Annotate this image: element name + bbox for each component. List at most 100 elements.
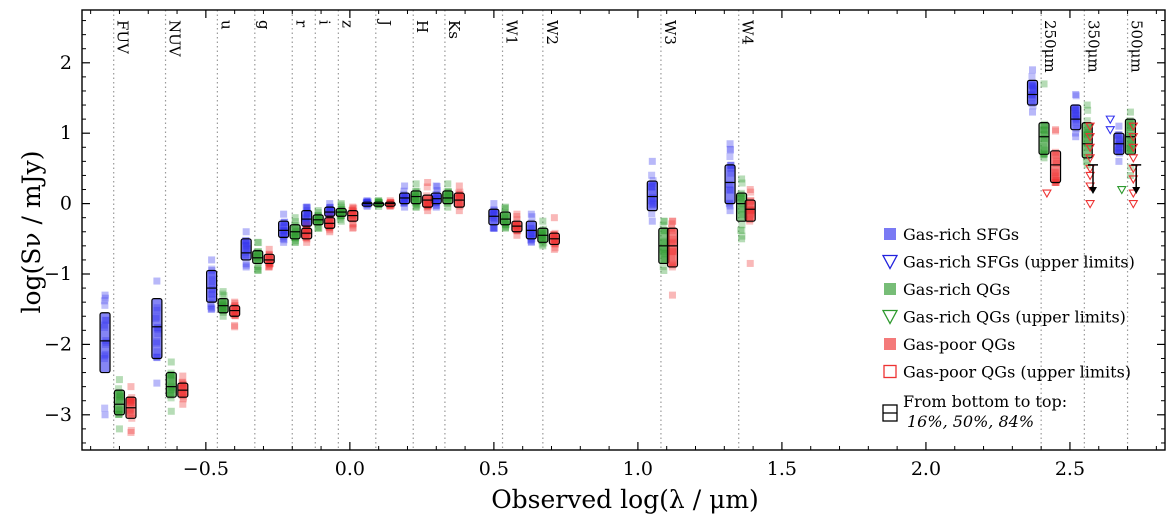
sample-point-s1-p4-10: [291, 218, 299, 226]
sample-point-s0-p3-5: [242, 260, 250, 268]
legend-marker-4: [884, 338, 896, 350]
sample-point-s1-p11-3: [538, 240, 546, 248]
legend-label-4: Gas-poor QGs: [903, 335, 1015, 354]
upper-limit-1-0: [1116, 185, 1127, 195]
box-s2-p3: [263, 253, 275, 265]
x-axis-title: Observed log(λ / μm): [491, 485, 759, 514]
sample-point-s1-p5-0: [314, 223, 322, 231]
sample-point-s0-p14-12: [1028, 72, 1036, 80]
sample-min-s2-p8: [424, 207, 432, 215]
sample-point-s1-p8-8: [412, 203, 420, 211]
sample-min-s1-p5: [314, 224, 322, 232]
sample-max-s0-p15: [1072, 90, 1080, 98]
upper-limit-4-1: [1128, 133, 1139, 142]
upper-limit-4-0: [1128, 122, 1139, 132]
sample-max-s1-p1: [167, 358, 175, 366]
sample-min-s0-p13: [726, 207, 734, 215]
sample-point-s0-p10-4: [490, 223, 498, 231]
sample-max-s0-p2: [208, 256, 216, 264]
sample-min-s2-p10: [513, 231, 521, 239]
upper-limit-4-6: [1128, 189, 1139, 199]
sample-point-s0-p0-2: [102, 294, 110, 302]
sample-point-s0-p2-2: [208, 304, 216, 312]
band-label-1: NUV: [166, 20, 184, 58]
box-s2-p13: [744, 199, 756, 222]
y-tick-label-3: 0: [60, 193, 72, 215]
upper-limit-4-3: [1128, 154, 1139, 163]
sample-point-s0-p9-13: [433, 201, 441, 209]
upper-limit-0-1: [1105, 126, 1116, 135]
sample-min-s1-p3: [254, 266, 262, 274]
band-label-8: H: [413, 20, 431, 33]
sample-max-s1-p14: [1040, 80, 1048, 88]
sample-max-s0-p0: [101, 291, 109, 299]
sample-point-s0-p11-12: [527, 238, 535, 246]
band-labels: FUV NUV u g r i z J H Ks W1 W2 W3 W4 250μm 350μm 500μm: [114, 18, 1146, 73]
x-tick-label-3: 1.0: [623, 458, 653, 480]
upper-limit-4-7: [1128, 200, 1139, 209]
sample-point-s0-p2-10: [207, 305, 215, 313]
legend-box-note-line2: 16%, 50%, 84%: [907, 412, 1034, 431]
sample-point-s0-p13-9: [726, 153, 734, 161]
sample-point-s2-p10-0: [513, 213, 521, 221]
band-label-15: 350μm: [1084, 20, 1102, 73]
box-s2-p14: [1049, 150, 1062, 184]
sample-point-s1-p8-2: [413, 201, 421, 209]
sample-point-s0-p11-9: [527, 236, 535, 244]
sample-point-s2-p3-10: [266, 261, 274, 269]
sample-max-s1-p0: [115, 376, 123, 384]
sample-point-s1-p4-12: [291, 238, 299, 246]
sample-point-s0-p15-6: [1072, 92, 1080, 100]
sample-max-s1-p16: [1126, 108, 1134, 116]
sample-max-s0-p13: [726, 140, 734, 148]
sample-point-s2-p3-13: [265, 262, 273, 270]
box-s1-p9: [442, 190, 454, 205]
sample-point-s0-p10-1: [489, 224, 497, 232]
sample-min-s0-p10: [490, 224, 498, 232]
sample-point-s2-p6-10: [349, 221, 357, 229]
sample-point-s2-p6-9: [349, 220, 357, 228]
sample-point-s2-p6-12: [349, 223, 357, 231]
legend-label-0: Gas-rich SFGs: [903, 225, 1019, 244]
sample-max-s1-p3: [254, 238, 262, 246]
sample-max-s2-p9: [455, 182, 463, 190]
upper-limit-4-2: [1128, 143, 1139, 153]
sample-point-s2-p12-13: [668, 220, 676, 228]
band-label-16: 500μm: [1128, 20, 1146, 73]
sample-max-s2-p12: [668, 217, 676, 225]
sample-point-s1-p6-2: [337, 201, 345, 209]
legend-marker-1: [881, 254, 899, 270]
band-label-9: Ks: [445, 20, 463, 39]
sample-point-s1-p15-3: [1082, 158, 1090, 166]
sample-max-s0-p4: [280, 210, 288, 218]
legend-box-note-line1: From bottom to top:: [903, 392, 1067, 411]
sample-point-s1-p13-12: [738, 226, 746, 234]
sample-min-s0-p8: [401, 203, 409, 211]
axis-ticks: −0.5 0.0 0.5 1.0 1.5 2.0 2.5 −3 −2 −1 0 1 2: [44, 10, 1165, 480]
sample-max-s1-p12: [660, 217, 668, 225]
sample-point-s1-p13-8: [738, 221, 746, 229]
sample-point-s1-p10-8: [501, 204, 509, 212]
sample-max-s2-p10: [513, 210, 521, 218]
band-label-2: u: [217, 20, 235, 30]
sample-point-s2-p6-13: [349, 205, 357, 213]
legend-marker-5: [883, 364, 897, 379]
x-tick-label-5: 2.0: [911, 458, 941, 480]
sample-point-s0-p5-0: [303, 203, 311, 211]
box-s0-p14: [1026, 79, 1039, 106]
x-tick-label-6: 2.5: [1055, 458, 1085, 480]
x-tick-label-4: 1.5: [767, 458, 797, 480]
legend-marker-0: [884, 228, 896, 240]
sample-max-s2-p7: [386, 197, 394, 205]
sample-point-s0-p13-2: [726, 202, 734, 210]
sample-min-s2-p9: [455, 207, 463, 215]
sample-point-s1-p12-1: [659, 221, 667, 229]
sample-max-s0-p10: [490, 200, 498, 208]
sample-min-s2-p12: [668, 291, 676, 299]
sample-min-s2-p0: [127, 428, 135, 436]
sample-point-s2-p8-11: [423, 183, 431, 191]
legend-label-3: Gas-rich QGs (upper limits): [903, 308, 1126, 327]
legend: Gas-rich SFGs Gas-rich SFGs (upper limits…: [881, 225, 1135, 431]
sample-max-s1-p9: [444, 180, 452, 188]
y-axis-title: log(Sν / mJy): [17, 150, 46, 313]
